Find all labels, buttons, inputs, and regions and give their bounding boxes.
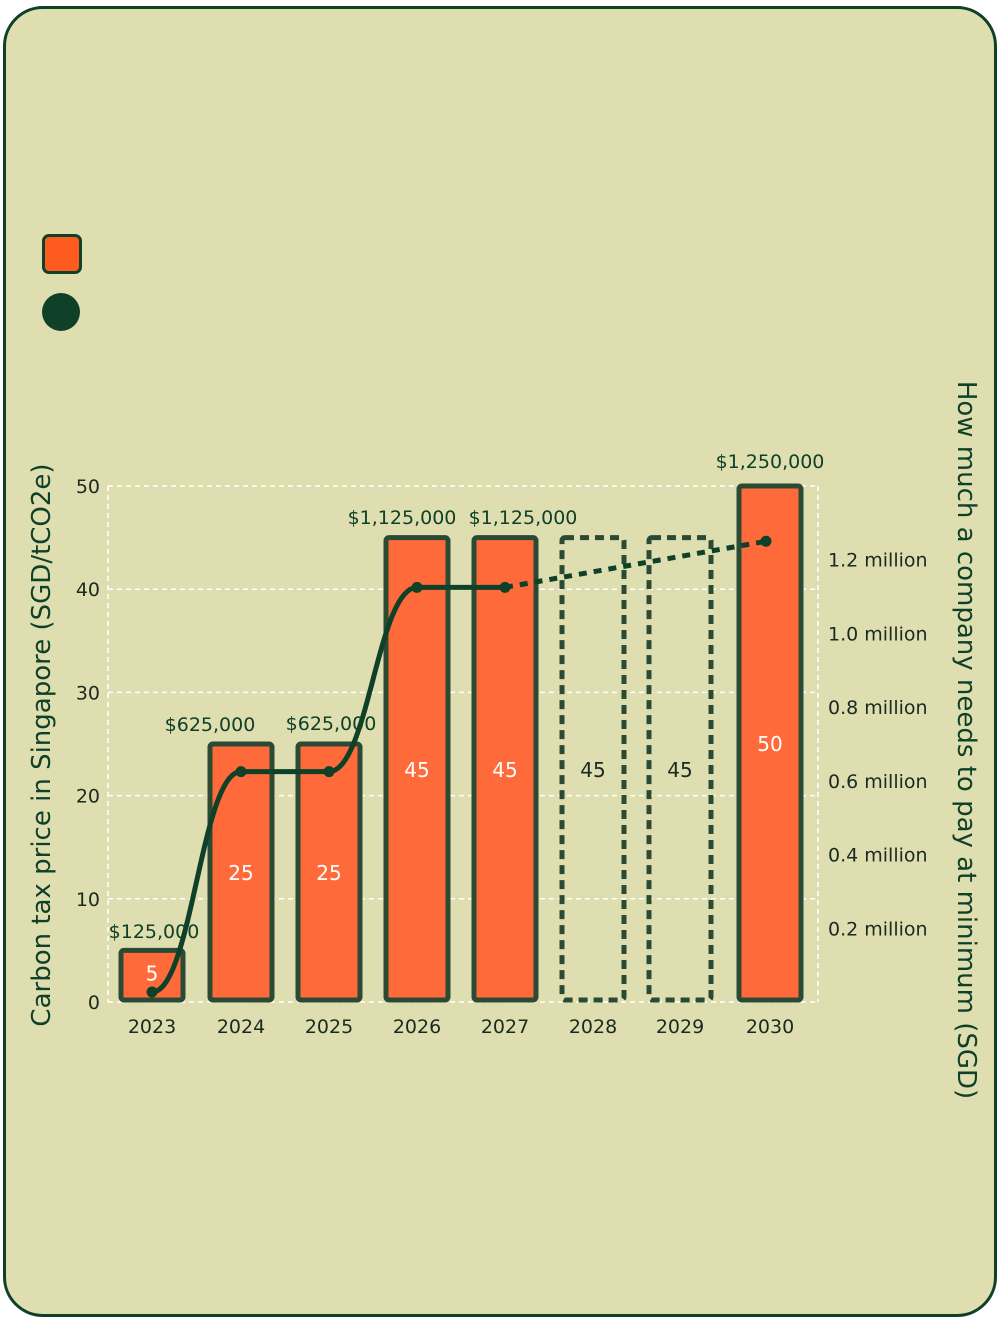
bar-2024: [207, 741, 275, 1003]
bar-value-label: 25: [228, 861, 253, 885]
payment-value-label: $1,125,000: [348, 507, 457, 529]
bar-2027: [471, 535, 539, 1003]
y2-tick-label: 1.0 million: [828, 623, 928, 645]
y-tick-label: 10: [76, 889, 100, 911]
y2-tick-label: 0.8 million: [828, 697, 928, 719]
bar-2026: [383, 535, 451, 1003]
y-tick-label: 0: [88, 992, 100, 1014]
bar-value-label: 5: [146, 961, 159, 985]
payment-point-2023: [146, 986, 158, 998]
payment-value-label: $1,250,000: [716, 451, 825, 473]
x-tick-label: 2027: [481, 1016, 529, 1038]
payment-point-2027: [499, 581, 511, 593]
bar-2025: [295, 741, 363, 1003]
bar-2028: [559, 535, 627, 1003]
payment-value-label: $625,000: [165, 714, 256, 736]
y2-tick-label: 0.6 million: [828, 771, 928, 793]
payment-value-label: $125,000: [109, 921, 200, 943]
bar-2023: [118, 947, 186, 1003]
bar-value-label: 50: [757, 732, 782, 756]
x-tick-label: 2026: [393, 1016, 441, 1038]
bar-value-label: 45: [492, 758, 517, 782]
bar-value-label: 45: [580, 758, 605, 782]
bar-2030: [736, 483, 804, 1003]
legend-line-swatch: [42, 293, 80, 331]
y2-axis-title: How much a company needs to pay at minim…: [951, 381, 981, 1099]
y2-tick-label: 0.2 million: [828, 918, 928, 940]
x-tick-label: 2024: [217, 1016, 265, 1038]
payment-value-label: $625,000: [286, 713, 377, 735]
bar-2029: [646, 535, 714, 1003]
x-tick-label: 2029: [656, 1016, 704, 1038]
x-tick-label: 2025: [305, 1016, 353, 1038]
y-tick-label: 20: [76, 786, 100, 808]
bar-value-label: 25: [316, 861, 341, 885]
bar-value-label: 45: [404, 758, 429, 782]
x-tick-label: 2030: [746, 1016, 794, 1038]
payment-point-2024: [235, 766, 247, 778]
y-tick-label: 40: [76, 579, 100, 601]
payment-point-2030: [760, 535, 772, 547]
x-tick-label: 2028: [569, 1016, 617, 1038]
payment-line-projected: [504, 538, 767, 590]
y2-tick-label: 1.2 million: [828, 550, 928, 572]
payment-value-label: $1,125,000: [469, 507, 578, 529]
bar-value-label: 45: [667, 758, 692, 782]
y-tick-label: 50: [76, 476, 100, 498]
y-axis-title: Carbon tax price in Singapore (SGD/tCO2e…: [27, 463, 57, 1026]
payment-point-2026: [411, 581, 423, 593]
y2-tick-label: 0.4 million: [828, 845, 928, 867]
payment-point-2025: [323, 766, 335, 778]
legend-bar-swatch: [42, 234, 82, 274]
y-tick-label: 30: [76, 682, 100, 704]
x-tick-label: 2023: [128, 1016, 176, 1038]
